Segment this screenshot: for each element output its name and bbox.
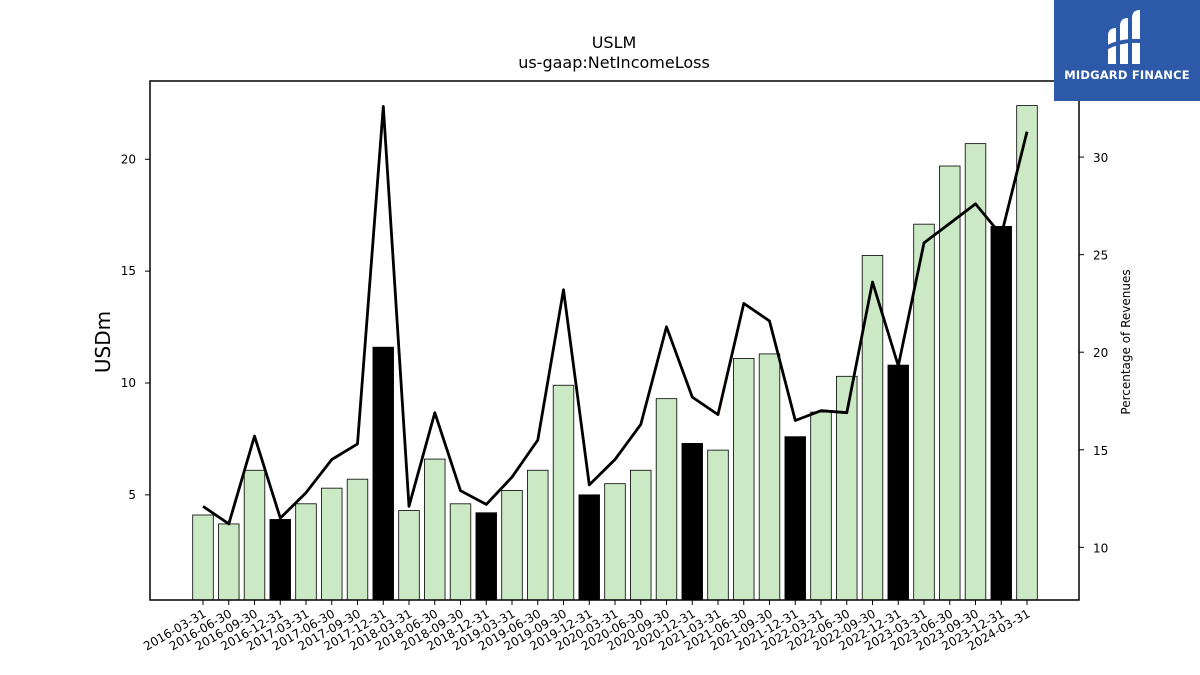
bar-2020-09-30: [655, 398, 678, 601]
bar-2023-12-31: [990, 226, 1012, 601]
y2-tick-label: 30: [1093, 151, 1108, 165]
bar-2021-12-31: [784, 436, 806, 601]
company-logo: MIDGARD FINANCE: [1054, 0, 1200, 101]
y-tick-label: 15: [121, 264, 136, 278]
bar-2017-06-30: [321, 487, 343, 601]
bar-2016-06-30: [218, 523, 240, 601]
bar-2017-12-31: [372, 346, 394, 601]
x-axis: 2016-03-312016-06-302016-09-302016-12-31…: [141, 600, 1033, 653]
bar-2016-09-30: [243, 469, 266, 601]
bar-2022-03-31: [810, 411, 832, 601]
bar-2018-03-31: [398, 510, 420, 601]
bar-2017-09-30: [346, 478, 369, 601]
bar-2019-09-30: [552, 384, 575, 601]
y2-tick-label: 15: [1093, 444, 1108, 458]
bars-group: [192, 105, 1038, 601]
bar-2024-03-31: [1016, 105, 1038, 601]
y-tick-label: 20: [121, 152, 136, 166]
percentage-line: [202, 105, 1029, 526]
bar-2016-12-31: [269, 519, 291, 601]
bar-2020-03-31: [604, 483, 626, 601]
y-tick-label: 10: [121, 376, 136, 390]
left-axis: 5 10 15 20: [121, 152, 150, 502]
bar-2021-03-31: [707, 449, 729, 601]
bar-2020-12-31: [681, 443, 703, 601]
bar-2018-12-31: [475, 512, 497, 601]
y2-axis-label: Percentage of Revenues: [1119, 269, 1133, 414]
chart-subtitle: us-gaap:NetIncomeLoss: [518, 53, 710, 72]
bar-2019-06-30: [527, 469, 549, 601]
y2-tick-label: 20: [1093, 346, 1108, 360]
bar-2019-12-31: [578, 494, 600, 601]
bar-2023-06-30: [939, 165, 961, 601]
chart-title: USLM: [592, 33, 637, 52]
bar-2016-03-31: [192, 514, 214, 601]
right-axis: 10 15 20 25 30: [1079, 151, 1108, 555]
bar-2017-03-31: [295, 503, 317, 601]
y2-tick-label: 10: [1093, 541, 1108, 555]
y-tick-label: 5: [128, 488, 136, 502]
bar-2022-12-31: [887, 364, 909, 601]
bar-2020-06-30: [630, 469, 652, 601]
logo-mark-icon: [1105, 10, 1149, 64]
y2-tick-label: 25: [1093, 249, 1108, 263]
logo-text: MIDGARD FINANCE: [1064, 68, 1190, 82]
bar-2018-06-30: [424, 458, 446, 601]
y-axis-label: USDm: [91, 311, 115, 373]
bar-2021-06-30: [733, 357, 755, 601]
bar-2019-03-31: [501, 489, 523, 601]
bar-2018-09-30: [449, 503, 472, 601]
line-group: [202, 105, 1029, 526]
bar-2021-09-30: [758, 353, 781, 601]
